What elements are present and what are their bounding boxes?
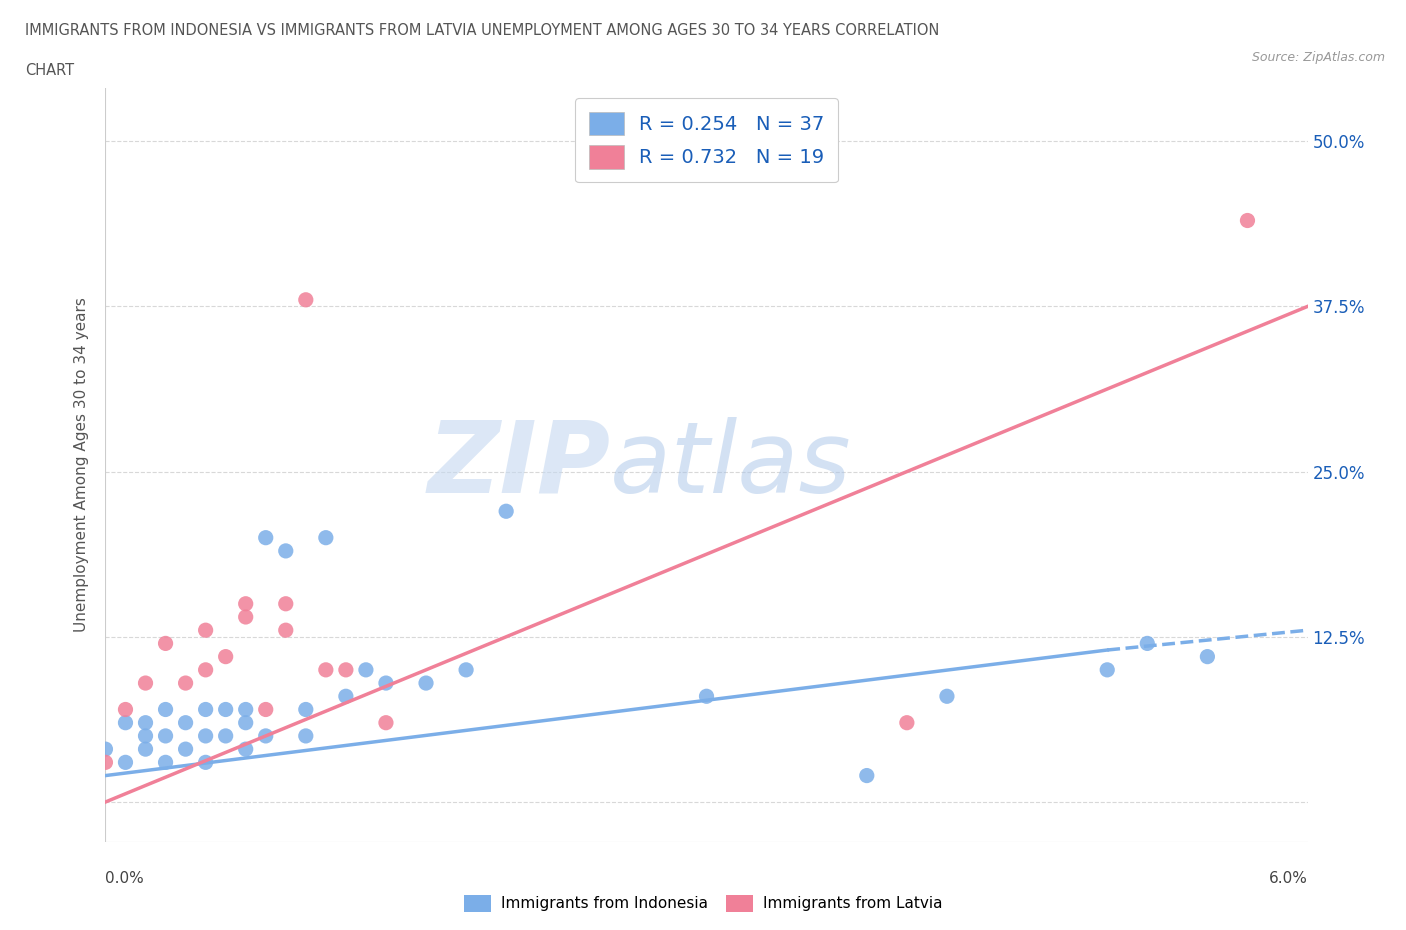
Point: [135, 728, 157, 743]
Point: [335, 662, 357, 677]
Point: [274, 596, 297, 611]
Point: [274, 543, 297, 558]
Point: [1097, 662, 1119, 677]
Point: [274, 623, 297, 638]
Point: [696, 689, 718, 704]
Point: [194, 702, 217, 717]
Point: [235, 609, 257, 624]
Text: atlas: atlas: [610, 417, 852, 513]
Point: [335, 689, 357, 704]
Point: [194, 662, 217, 677]
Point: [495, 504, 517, 519]
Point: [194, 755, 217, 770]
Point: [135, 675, 157, 690]
Point: [936, 689, 959, 704]
Point: [214, 702, 236, 717]
Point: [374, 675, 398, 690]
Legend: R = 0.254   N = 37, R = 0.732   N = 19: R = 0.254 N = 37, R = 0.732 N = 19: [575, 98, 838, 182]
Point: [896, 715, 918, 730]
Point: [374, 715, 398, 730]
Point: [114, 715, 136, 730]
Text: CHART: CHART: [25, 63, 75, 78]
Point: [194, 623, 217, 638]
Point: [155, 636, 177, 651]
Point: [114, 702, 136, 717]
Point: [114, 755, 136, 770]
Point: [155, 755, 177, 770]
Point: [174, 715, 197, 730]
Legend: Immigrants from Indonesia, Immigrants from Latvia: Immigrants from Indonesia, Immigrants fr…: [458, 889, 948, 918]
Point: [1197, 649, 1219, 664]
Point: [94, 755, 117, 770]
Point: [295, 292, 318, 307]
Point: [214, 728, 236, 743]
Point: [354, 662, 377, 677]
Point: [855, 768, 877, 783]
Point: [94, 742, 117, 757]
Point: [235, 596, 257, 611]
Point: [415, 675, 437, 690]
Point: [174, 742, 197, 757]
Point: [1136, 636, 1159, 651]
Point: [135, 715, 157, 730]
Point: [155, 728, 177, 743]
Point: [295, 728, 318, 743]
Point: [214, 649, 236, 664]
Point: [254, 728, 277, 743]
Text: 6.0%: 6.0%: [1268, 871, 1308, 886]
Point: [315, 530, 337, 545]
Text: Source: ZipAtlas.com: Source: ZipAtlas.com: [1251, 51, 1385, 64]
Point: [315, 662, 337, 677]
Y-axis label: Unemployment Among Ages 30 to 34 years: Unemployment Among Ages 30 to 34 years: [75, 298, 90, 632]
Point: [194, 728, 217, 743]
Text: IMMIGRANTS FROM INDONESIA VS IMMIGRANTS FROM LATVIA UNEMPLOYMENT AMONG AGES 30 T: IMMIGRANTS FROM INDONESIA VS IMMIGRANTS …: [25, 23, 939, 38]
Text: ZIP: ZIP: [427, 417, 610, 513]
Point: [155, 702, 177, 717]
Point: [235, 702, 257, 717]
Point: [295, 702, 318, 717]
Text: 0.0%: 0.0%: [105, 871, 145, 886]
Point: [254, 702, 277, 717]
Point: [235, 742, 257, 757]
Point: [174, 675, 197, 690]
Point: [254, 530, 277, 545]
Point: [454, 662, 477, 677]
Point: [235, 715, 257, 730]
Point: [135, 742, 157, 757]
Point: [1236, 213, 1258, 228]
